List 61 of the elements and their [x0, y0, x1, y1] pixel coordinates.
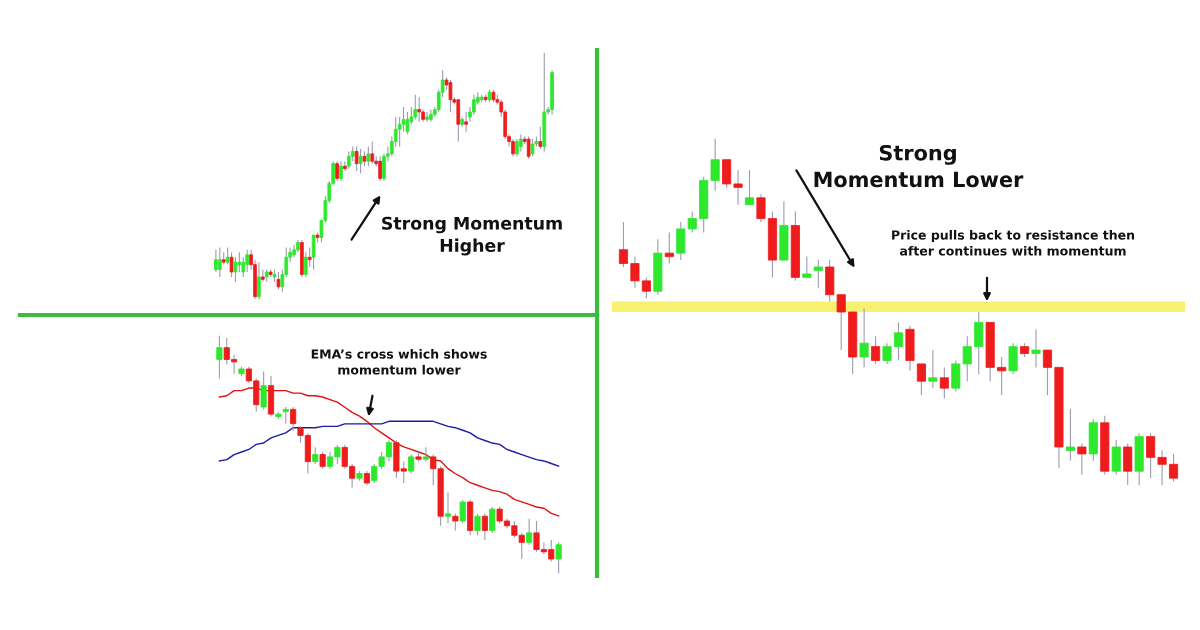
candlestick [378, 155, 382, 182]
candlestick [217, 246, 222, 278]
candlestick [425, 111, 429, 123]
candlestick [710, 138, 720, 192]
candlestick [997, 356, 1007, 396]
candlestick [939, 366, 949, 400]
candlestick [474, 513, 481, 536]
candlestick [311, 234, 316, 271]
candlestick [916, 363, 926, 396]
candlestick [630, 256, 640, 289]
candlestick [744, 169, 755, 206]
annotation: EMA’s cross which shows momentum lower [311, 349, 487, 375]
candlestick [813, 259, 823, 289]
candlestick [214, 249, 218, 273]
candlestick [303, 251, 308, 278]
candlestick [1065, 408, 1075, 462]
candlestick [481, 513, 488, 541]
candlestick [307, 246, 312, 268]
candlestick [641, 276, 651, 299]
candlestick [555, 541, 562, 574]
candlestick [882, 342, 892, 365]
candlestick [538, 126, 543, 150]
annotation: Strong Momentum Higher [382, 216, 562, 256]
candlestick [241, 256, 246, 278]
candlestick [290, 406, 297, 432]
candlestick [233, 256, 238, 283]
candlestick [260, 370, 267, 410]
candlestick [1031, 328, 1041, 368]
candlestick [1157, 449, 1167, 486]
candlestick [756, 193, 766, 223]
candlestick [216, 335, 223, 380]
candlestick [1168, 453, 1179, 483]
candlestick [1146, 432, 1156, 479]
annotation: Strong Momentum Lower [814, 144, 1024, 188]
candlestick [871, 335, 881, 365]
candlestick [366, 145, 371, 167]
candlestick [339, 160, 343, 182]
candlestick [422, 446, 429, 463]
candlestick [444, 491, 452, 524]
candlestick [1077, 442, 1087, 476]
candlestick [464, 111, 468, 133]
candlestick [335, 160, 339, 182]
candlestick [413, 94, 418, 120]
candlestick [893, 321, 904, 362]
candlestick [526, 518, 533, 546]
candlestick [237, 251, 242, 273]
candlestick [664, 231, 674, 265]
candlestick [733, 169, 743, 206]
annotation: Price pulls back to resistance then after continues with momentum [892, 230, 1135, 256]
candlestick [618, 221, 629, 268]
candlestick [408, 453, 415, 475]
candlestick [405, 111, 410, 135]
candlestick [257, 261, 261, 300]
candlestick [229, 251, 234, 278]
candlestick [928, 349, 938, 389]
candlestick [1042, 349, 1053, 396]
candlestick [489, 506, 496, 534]
candlestick [245, 249, 250, 273]
candlestick [459, 499, 466, 524]
candlestick [859, 307, 869, 368]
candlestick [802, 256, 812, 278]
